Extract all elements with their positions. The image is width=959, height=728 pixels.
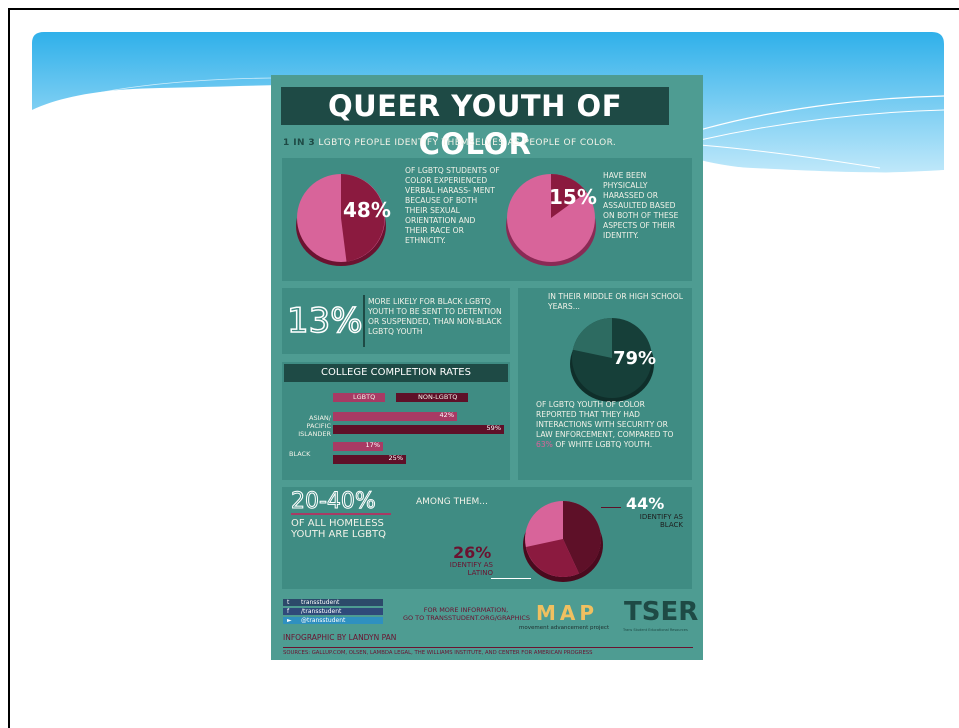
- tser-caption: Trans Student Educational Resources: [623, 628, 688, 632]
- credit-divider: [283, 647, 693, 648]
- more-info-line2[interactable]: GO TO TRANSSTUDENT.ORG/GRAPHICS: [402, 614, 531, 622]
- latino-leader-line: [491, 578, 531, 579]
- subtitle-text: LGBTQ PEOPLE IDENTIFY THEMSELVES AS PEOP…: [318, 138, 617, 148]
- legend-lgbtq-label: LGBTQ: [353, 393, 376, 401]
- poster-title: QUEER YOUTH OF COLOR: [281, 87, 669, 161]
- bar-black-lgbtq-label: 17%: [365, 441, 380, 449]
- map-logo: MAP: [536, 601, 599, 625]
- stat-79-highlight: 63%: [536, 440, 553, 449]
- stat-79-text-b: OF WHITE LGBTQ YOUTH.: [555, 440, 653, 449]
- bar-asian-non: 59%: [333, 424, 504, 434]
- poster-subtitle: 1 IN 3 LGBTQ PEOPLE IDENTIFY THEMSELVES …: [283, 138, 616, 148]
- legend-non-swatch: [396, 393, 468, 402]
- among-them-text: AMONG THEM...: [416, 497, 488, 507]
- tser-logo: TSER: [624, 597, 699, 627]
- infographic-credit: INFOGRAPHIC BY LANDYN PAN: [283, 633, 397, 642]
- college-title: COLLEGE COMPLETION RATES: [284, 364, 508, 382]
- pie-15-chart: [506, 173, 596, 266]
- tumblr-icon: t: [287, 599, 290, 606]
- social-tumblr[interactable]: t transstudent: [283, 599, 383, 606]
- map-caption: movement advancement project: [519, 625, 610, 631]
- social-facebook[interactable]: f/transstudent: [283, 608, 383, 615]
- slide-frame: [8, 8, 959, 728]
- group-asian-label: ASIAN/ PACIFIC ISLANDER: [298, 414, 331, 438]
- homeless-latino-value: 26%: [453, 543, 492, 562]
- twitter-icon: ►: [287, 617, 292, 624]
- bar-black-non: 25%: [333, 454, 406, 464]
- bar-asian-lgbtq-label: 42%: [439, 411, 454, 419]
- bar-asian-non-label: 59%: [486, 424, 501, 432]
- sources-text: SOURCES: GALLUP.COM, OLSEN, LAMBDA LEGAL…: [283, 650, 593, 656]
- stat-13-divider: [363, 295, 365, 347]
- legend-lgbtq-swatch: [333, 393, 385, 402]
- more-info-line1: FOR MORE INFORMATION,: [423, 606, 509, 614]
- stat-48-value: 48%: [343, 198, 391, 222]
- stat-79-text: OF LGBTQ YOUTH OF COLOR REPORTED THAT TH…: [536, 400, 686, 450]
- stat-13-text: MORE LIKELY FOR BLACK LGBTQ YOUTH TO BE …: [368, 297, 502, 336]
- homeless-latino-text: IDENTIFY AS LATINO: [449, 561, 493, 577]
- group-black-label: BLACK: [289, 450, 311, 458]
- stat-15-text: HAVE BEEN PHYSICALLY HARASSED OR ASSAULT…: [603, 171, 679, 240]
- pie-homeless-chart: [523, 500, 603, 582]
- bar-black-lgbtq: 17%: [333, 441, 383, 451]
- homeless-panel: [282, 487, 692, 589]
- stat-15-value: 15%: [549, 185, 597, 209]
- detention-panel: [282, 288, 510, 354]
- stat-13-value: 13%: [286, 300, 363, 342]
- social-twitter[interactable]: ► @transstudent: [283, 617, 383, 624]
- homeless-black-value: 44%: [626, 494, 665, 513]
- social-tumblr-label: transstudent: [301, 599, 340, 606]
- pie-79-chart: [570, 318, 654, 402]
- stat-79-text-a: OF LGBTQ YOUTH OF COLOR REPORTED THAT TH…: [536, 400, 674, 439]
- facebook-icon: f: [287, 608, 290, 615]
- social-twitter-label: @transstudent: [301, 617, 346, 624]
- stat-79-intro: IN THEIR MIDDLE OR HIGH SCHOOL YEARS...: [548, 292, 683, 311]
- subtitle-highlight: 1 IN 3: [283, 138, 316, 148]
- homeless-black-text: IDENTIFY AS BLACK: [639, 513, 683, 529]
- stat-48-text: OF LGBTQ STUDENTS OF COLOR EXPERIENCED V…: [405, 166, 500, 245]
- bar-asian-lgbtq: 42%: [333, 411, 457, 421]
- legend-non-label: NON-LGBTQ: [418, 393, 458, 401]
- homeless-value: 20-40%: [291, 489, 377, 515]
- bar-black-non-label: 25%: [388, 454, 403, 462]
- infographic-poster: QUEER YOUTH OF COLOR 1 IN 3 LGBTQ PEOPLE…: [271, 75, 703, 660]
- social-facebook-label: /transstudent: [301, 608, 342, 615]
- homeless-underline: [291, 513, 391, 515]
- homeless-text: OF ALL HOMELESS YOUTH ARE LGBTQ: [291, 518, 387, 540]
- black-leader-line: [601, 507, 621, 508]
- pie-48-chart: [296, 174, 386, 266]
- stat-79-value: 79%: [613, 348, 657, 369]
